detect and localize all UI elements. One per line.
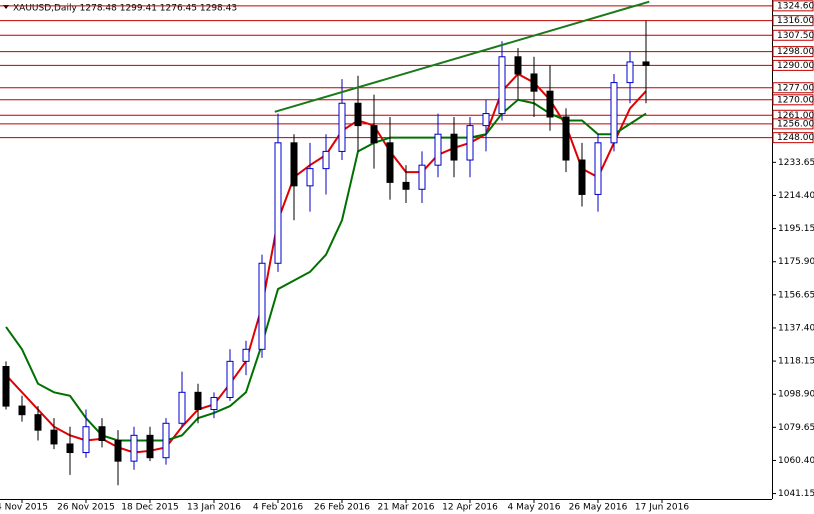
candle-body [194, 391, 202, 411]
level-label: 1248.00 [777, 133, 814, 143]
candle-body [354, 102, 362, 127]
level-label: 1290.00 [777, 61, 814, 71]
candle-body [578, 159, 586, 195]
level-label-box [772, 118, 814, 130]
candle-body [338, 102, 346, 152]
level-label-box [772, 132, 814, 144]
level-label: 1298.00 [777, 47, 814, 57]
candle-body [642, 61, 650, 66]
chart-title: XAUUSD,Daily 1278.48 1299.41 1276.45 129… [13, 4, 237, 14]
level-label: 1261.00 [777, 111, 814, 121]
level-label-box [772, 29, 814, 41]
candle-body [626, 61, 634, 84]
y-tick-label: 1156.65 [778, 290, 814, 300]
candle-body [514, 56, 522, 75]
y-tick-label: 1060.40 [778, 456, 814, 466]
level-label-box [772, 15, 814, 27]
x-tick-label: 17 Jun 2016 [635, 503, 689, 513]
candle-body [242, 348, 250, 362]
x-tick-label: 26 Nov 2015 [57, 503, 115, 513]
indicator-line [5, 98, 647, 442]
candle-body [210, 396, 218, 411]
x-tick-label: 13 Jan 2016 [187, 503, 241, 513]
y-tick-label: 1098.90 [778, 390, 814, 400]
level-label-box [772, 82, 814, 94]
candle-body [130, 434, 138, 462]
x-tick-label: 12 Apr 2016 [442, 503, 498, 513]
x-tick-label: 4 Feb 2016 [253, 503, 304, 513]
level-label: 1307.50 [777, 31, 814, 41]
candle-body [18, 405, 26, 416]
y-tick-label: 1079.65 [778, 423, 814, 433]
candle-body [498, 56, 506, 115]
candle-body [450, 133, 458, 161]
level-label-box [772, 0, 814, 12]
candle-body [594, 142, 602, 195]
candle-body [322, 150, 330, 170]
candle-body [226, 360, 234, 398]
candle-body [466, 125, 474, 161]
candle-body [114, 439, 122, 462]
candle-body [146, 434, 154, 459]
level-label: 1256.00 [777, 119, 814, 129]
level-label: 1277.00 [777, 83, 814, 93]
level-label: 1316.00 [777, 16, 814, 26]
candle-body [258, 262, 266, 350]
x-tick-label: 18 Dec 2015 [121, 503, 179, 513]
candle-body [562, 116, 570, 161]
x-tick-label: 26 Feb 2016 [314, 503, 370, 513]
candle-body [530, 73, 538, 92]
candle-body [274, 142, 282, 264]
level-label-box [772, 94, 814, 106]
candle-body [82, 426, 90, 454]
candle-body [418, 164, 426, 190]
y-tick-label: 1118.15 [778, 357, 814, 367]
candle-body [2, 366, 10, 407]
candle-body [370, 125, 378, 144]
level-label: 1270.00 [777, 95, 814, 105]
candle-body [162, 422, 170, 459]
trendline [274, 0, 650, 113]
level-label: 1324.60 [777, 1, 814, 11]
candle-body [306, 168, 314, 187]
candle-body [98, 426, 106, 441]
x-tick-label: 4 Nov 2015 [0, 503, 48, 513]
candle-body [402, 181, 410, 190]
y-tick-label: 1195.15 [778, 224, 814, 234]
y-tick-label: 1137.40 [778, 323, 814, 333]
x-tick-label: 26 May 2016 [569, 503, 628, 513]
y-tick-label: 1214.40 [778, 191, 814, 201]
x-tick-label: 21 Mar 2016 [377, 503, 434, 513]
level-label-box [772, 59, 814, 71]
candle-body [50, 429, 58, 445]
candle-body [178, 391, 186, 424]
candle-body [386, 142, 394, 183]
candle-body [66, 443, 74, 454]
y-tick-label: 1175.90 [778, 257, 814, 267]
y-tick-label: 1041.15 [778, 489, 814, 499]
candle-body [434, 133, 442, 166]
level-label-box [772, 46, 814, 58]
candle-body [290, 142, 298, 187]
x-tick-label: 4 May 2016 [508, 503, 561, 513]
y-tick-label: 1233.65 [778, 158, 814, 168]
candle-body [546, 90, 554, 118]
candle-body [482, 113, 490, 127]
candle-body [610, 82, 618, 144]
candle-body [34, 414, 42, 431]
